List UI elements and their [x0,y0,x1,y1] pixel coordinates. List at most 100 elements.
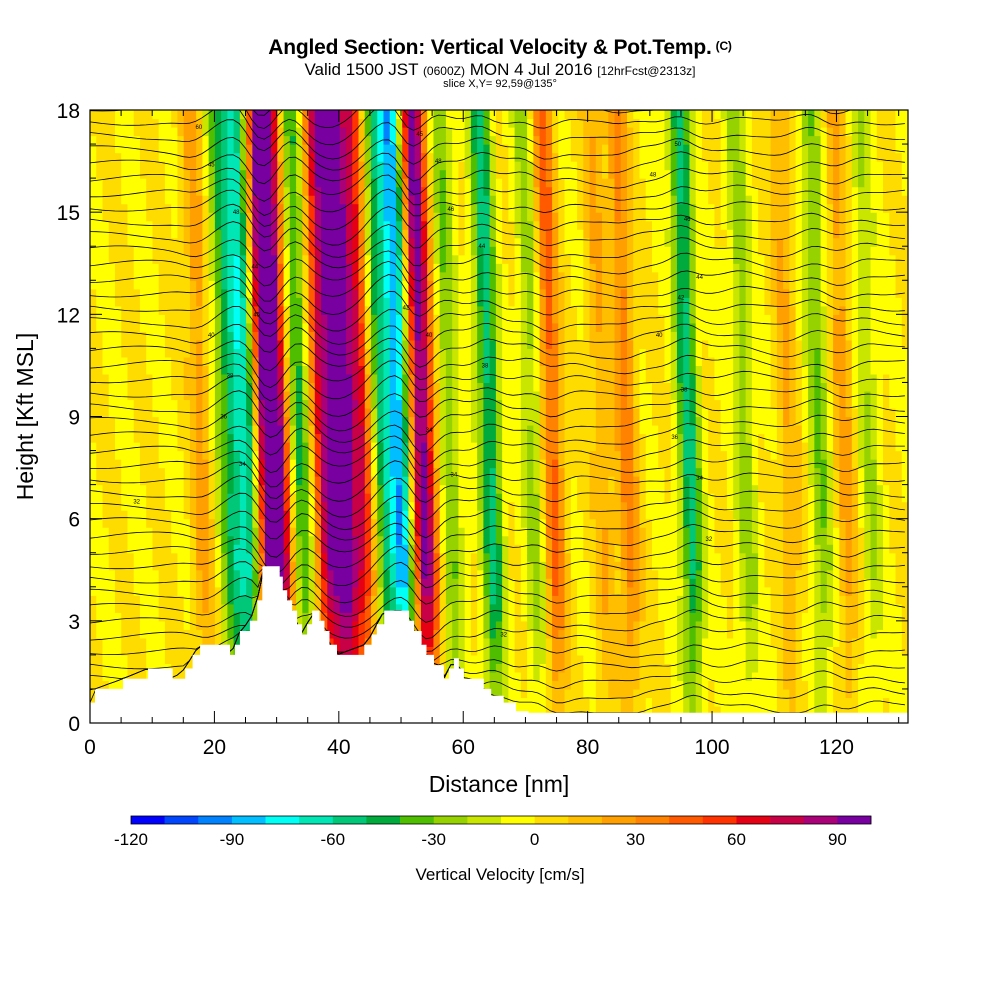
velocity-cell [776,382,784,392]
velocity-cell [489,527,497,537]
velocity-cell [564,433,597,443]
velocity-cell [408,407,416,418]
velocity-cell [833,459,840,469]
velocity-cell [489,688,503,699]
velocity-cell [539,237,547,247]
velocity-cell [552,246,559,256]
velocity-cell [121,620,141,630]
velocity-cell [858,390,865,401]
velocity-cell [508,552,522,562]
velocity-cell [146,356,172,367]
velocity-cell [258,459,266,469]
velocity-cell [408,331,416,341]
velocity-cell [845,544,853,554]
velocity-cell [595,671,603,682]
velocity-cell [470,280,478,290]
velocity-cell [527,578,534,588]
velocity-cell [314,544,322,554]
velocity-cell [321,612,328,622]
velocity-cell [364,620,372,630]
velocity-cell [121,637,147,647]
velocity-cell [458,595,466,605]
velocity-cell [227,493,241,503]
velocity-cell [508,654,516,664]
velocity-cell [258,535,266,545]
velocity-cell [808,237,822,247]
velocity-cell [876,467,884,477]
velocity-cell [620,586,628,596]
velocity-cell [439,425,447,435]
velocity-cell [770,297,778,307]
velocity-cell [826,356,834,367]
velocity-cell [595,552,603,562]
velocity-cell [227,442,235,452]
velocity-cell [296,459,303,469]
velocity-cell [258,467,266,477]
velocity-cell [801,331,809,341]
velocity-cell [502,356,522,367]
velocity-cell [233,552,253,562]
velocity-cell [233,467,241,477]
velocity-cell [321,527,328,537]
velocity-cell [783,416,790,426]
velocity-cell [558,493,566,503]
velocity-cell [764,527,784,537]
velocity-cell [533,603,541,613]
velocity-cell [858,535,865,545]
velocity-cell [202,297,210,307]
velocity-cell [296,382,303,392]
velocity-cell [558,518,566,528]
velocity-cell [889,697,908,707]
velocity-cell [370,552,378,562]
velocity-cell [252,314,260,324]
velocity-cell [739,314,747,324]
velocity-cell [408,280,416,290]
velocity-cell [352,535,360,545]
velocity-cell [595,425,616,435]
velocity-cell [533,646,547,656]
velocity-cell [477,254,484,264]
velocity-cell [564,331,578,341]
velocity-cell [508,663,516,673]
velocity-cell [645,459,659,469]
velocity-cell [452,569,460,579]
velocity-cell [364,535,372,545]
velocity-cell [346,305,353,315]
velocity-cell [839,535,847,545]
velocity-cell [252,229,260,239]
velocity-cell [358,569,366,579]
velocity-cell [308,612,316,622]
velocity-cell [826,297,834,307]
velocity-cell [552,680,572,690]
velocity-cell [645,467,666,477]
velocity-cell [714,518,734,528]
velocity-cell [283,442,291,452]
velocity-cell [858,433,865,443]
velocity-cell [233,356,247,367]
velocity-cell [414,339,422,349]
velocity-cell [545,297,553,307]
velocity-cell [370,620,378,630]
velocity-cell [851,518,859,528]
velocity-cell [795,688,809,699]
velocity-cell [302,288,310,298]
velocity-cell [283,476,291,486]
velocity-cell [327,314,347,324]
velocity-cell [514,637,528,647]
velocity-cell [90,339,104,349]
velocity-cell [289,510,297,520]
velocity-cell [314,442,322,452]
velocity-cell [570,476,578,486]
velocity-cell [751,510,759,520]
velocity-cell [608,578,616,588]
velocity-cell [214,305,222,315]
velocity-cell [608,535,622,545]
velocity-cell [814,484,822,494]
velocity-cell [801,348,809,358]
velocity-cell [758,467,784,477]
velocity-cell [314,229,322,239]
velocity-cell [90,595,97,605]
velocity-cell [689,254,697,264]
velocity-cell [408,365,416,375]
velocity-cell [364,578,372,588]
